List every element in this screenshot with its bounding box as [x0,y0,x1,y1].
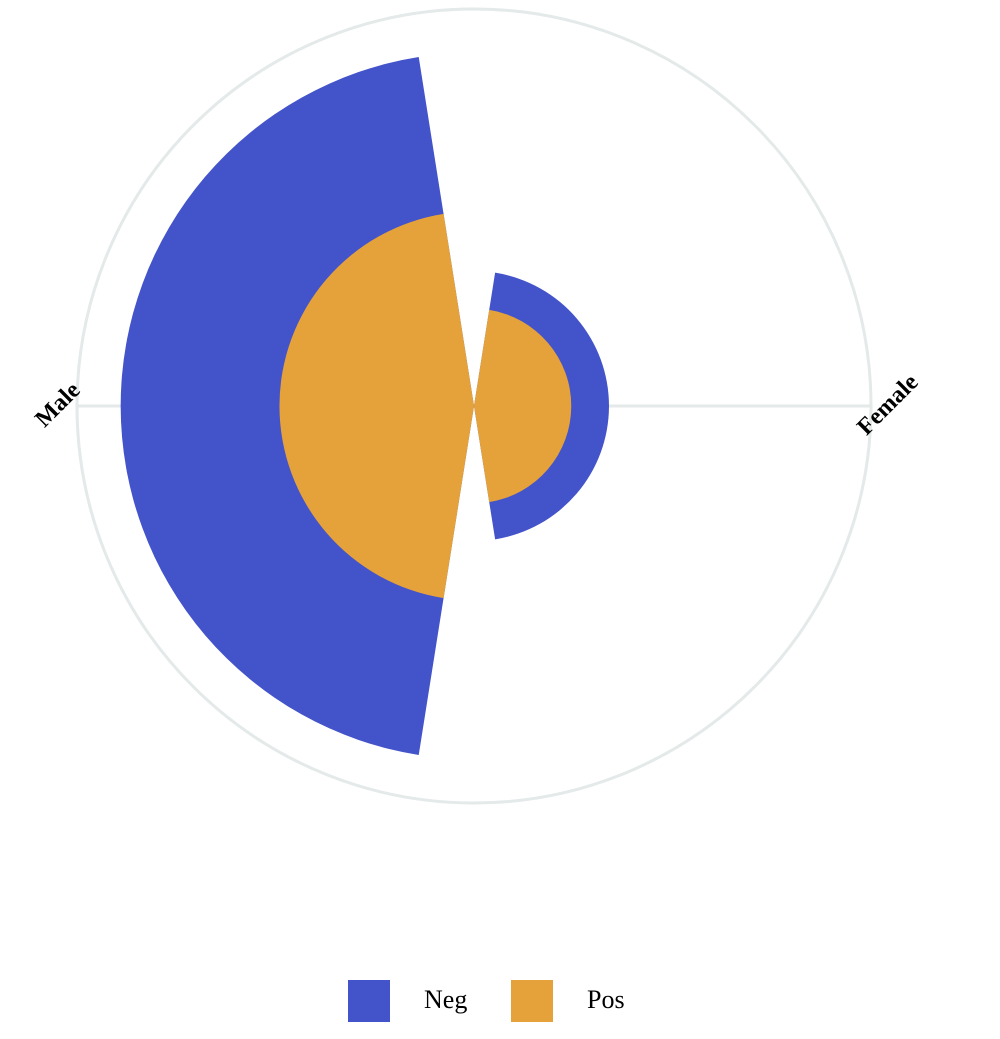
legend-label: Pos [587,985,625,1014]
legend: Neg Pos [348,980,625,1022]
bar-sector [474,309,572,503]
legend-swatch [511,980,553,1022]
legend-swatch [348,980,390,1022]
legend-label: Neg [424,985,467,1014]
bar-sector [279,213,474,599]
bars [120,57,609,755]
